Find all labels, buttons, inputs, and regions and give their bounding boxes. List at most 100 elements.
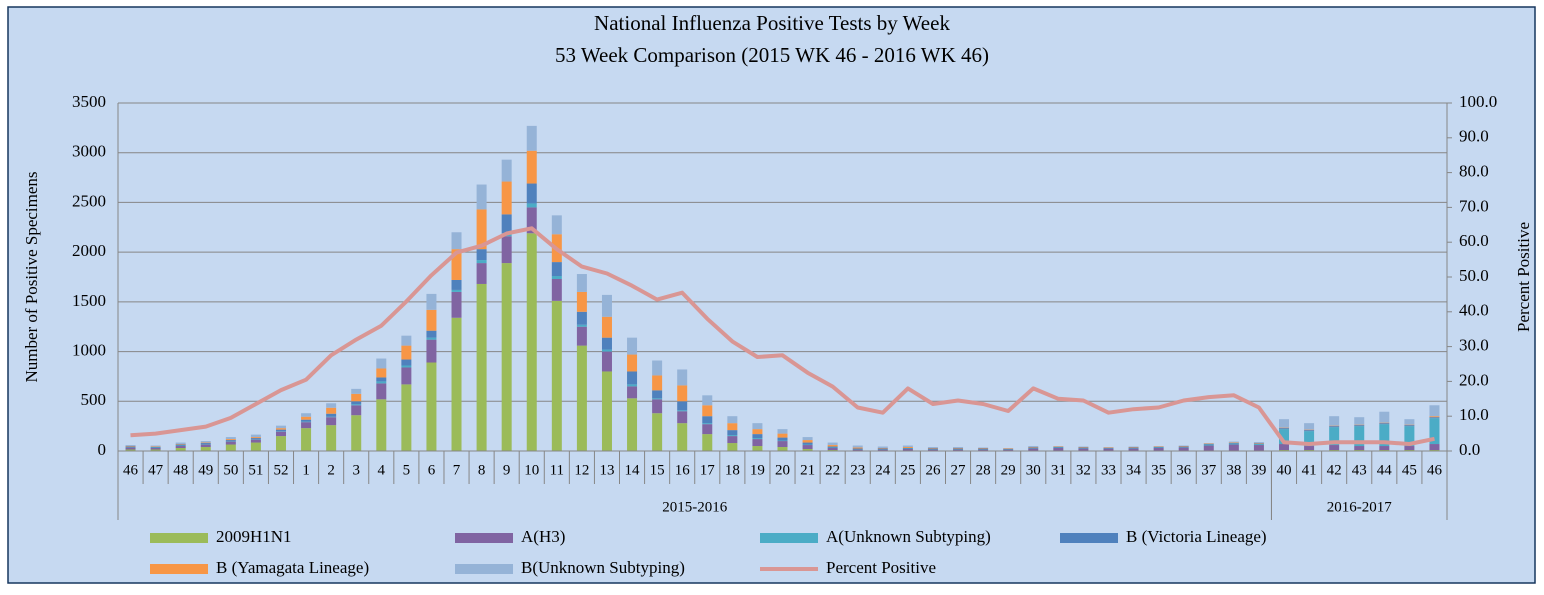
group-label: 2016-2017 [1327, 499, 1392, 515]
y2-axis-label: Percent Positive [1514, 222, 1533, 332]
y2-tick-label: 70.0 [1459, 196, 1489, 215]
bar-segment [1254, 445, 1264, 450]
x-tick-label: 29 [1001, 462, 1016, 478]
bar-segment [452, 290, 462, 292]
bar-segment [752, 439, 762, 446]
bar-segment [602, 352, 612, 372]
legend-label: B(Unknown Subtyping) [521, 558, 685, 577]
bar-segment [652, 399, 662, 413]
bar-segment [1103, 449, 1113, 451]
bar-segment [953, 450, 963, 451]
bar-segment [1404, 446, 1414, 450]
x-tick-label: 49 [198, 462, 213, 478]
bar-segment [452, 280, 462, 290]
bar-segment [727, 443, 737, 451]
bar-segment [878, 447, 888, 448]
x-tick-label: 42 [1327, 462, 1342, 478]
bar-segment [376, 359, 386, 369]
legend-label: B (Yamagata Lineage) [216, 558, 369, 577]
bar-segment [752, 434, 762, 438]
x-tick-label: 24 [875, 462, 891, 478]
legend-marker [455, 533, 513, 543]
bar-segment [677, 401, 687, 410]
bar-segment [727, 436, 737, 443]
bar-segment [401, 336, 411, 346]
x-tick-label: 22 [825, 462, 840, 478]
bar-segment [828, 443, 838, 445]
bar-segment [1229, 444, 1239, 445]
bar-segment [1329, 445, 1339, 450]
y2-tick-label: 100.0 [1459, 92, 1497, 111]
bar-segment [527, 151, 537, 184]
bar-segment [201, 441, 211, 442]
bar-segment [376, 368, 386, 377]
bar-segment [176, 445, 186, 446]
y2-tick-label: 90.0 [1459, 127, 1489, 146]
legend-marker [1060, 533, 1118, 543]
bar-segment [151, 448, 161, 449]
bar-segment [426, 310, 436, 331]
bar-segment [1379, 446, 1389, 450]
bar-segment [828, 445, 838, 446]
x-tick-label: 25 [900, 462, 915, 478]
bar-segment [577, 292, 587, 312]
bar-segment [602, 338, 612, 350]
x-tick-label: 51 [248, 462, 263, 478]
bar-segment [376, 383, 386, 399]
bar-segment [176, 443, 186, 444]
bar-segment [477, 185, 487, 210]
bar-segment [151, 446, 161, 447]
bar-segment [326, 408, 336, 414]
x-tick-label: 20 [775, 462, 790, 478]
bar-segment [502, 160, 512, 182]
x-tick-label: 46 [1427, 462, 1443, 478]
bar-segment [326, 425, 336, 451]
bar-segment [677, 385, 687, 401]
legend-label: B (Victoria Lineage) [1126, 527, 1267, 546]
bar-segment [401, 365, 411, 367]
bar-segment [752, 446, 762, 451]
legend-label: 2009H1N1 [216, 527, 292, 546]
x-tick-label: 40 [1277, 462, 1292, 478]
bar-segment [1404, 419, 1414, 424]
bar-segment [727, 430, 737, 435]
bar-segment [1279, 428, 1289, 429]
bar-segment [1329, 426, 1339, 427]
y-tick-label: 0 [98, 440, 107, 459]
bar-segment [803, 443, 813, 445]
bar-segment [502, 214, 512, 233]
bar-segment [702, 423, 712, 424]
x-tick-label: 19 [750, 462, 765, 478]
x-tick-label: 16 [675, 462, 691, 478]
bar-segment [652, 390, 662, 398]
x-tick-label: 10 [524, 462, 539, 478]
legend-marker [150, 533, 208, 543]
bar-segment [677, 423, 687, 451]
bar-segment [1179, 448, 1189, 451]
bar-segment [702, 434, 712, 451]
x-tick-label: 2 [327, 462, 335, 478]
bar-segment [652, 375, 662, 390]
bar-segment [276, 436, 286, 451]
bar-segment [1354, 446, 1364, 450]
legend-marker [150, 564, 208, 574]
bar-segment [1204, 446, 1214, 451]
x-tick-label: 32 [1076, 462, 1091, 478]
x-tick-label: 14 [625, 462, 641, 478]
bar-segment [828, 447, 838, 448]
bar-segment [752, 429, 762, 434]
bar-segment [903, 446, 913, 447]
bar-segment [677, 369, 687, 385]
bar-segment [301, 413, 311, 416]
bar-segment [1003, 450, 1013, 451]
bar-segment [226, 445, 236, 451]
bar-segment [226, 437, 236, 439]
x-tick-label: 34 [1126, 462, 1142, 478]
bar-segment [1404, 425, 1414, 426]
bar-segment [652, 413, 662, 451]
x-tick-label: 52 [273, 462, 288, 478]
bar-segment [276, 432, 286, 436]
bar-segment [1354, 417, 1364, 424]
